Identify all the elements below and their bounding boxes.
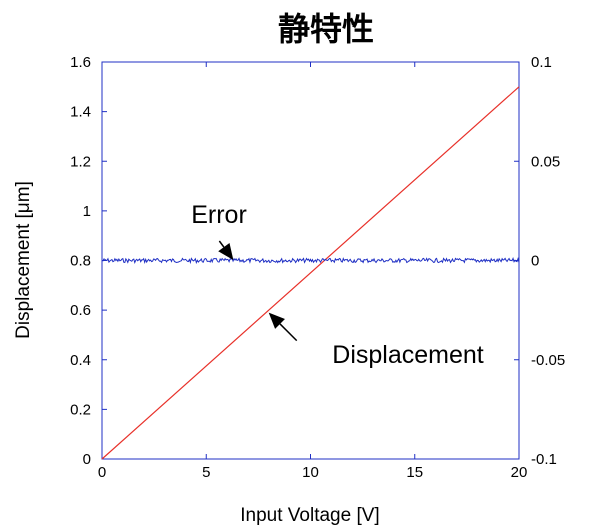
x-tick-label: 5 xyxy=(202,464,210,481)
x-tick-label: 10 xyxy=(302,464,319,481)
x-axis-label: Input Voltage [V] xyxy=(240,505,379,526)
y2-tick-label: -0.05 xyxy=(531,352,565,369)
y-tick-label: 1 xyxy=(83,203,91,220)
chart-title: 静特性 xyxy=(278,10,374,48)
x-tick-label: 20 xyxy=(511,464,528,481)
y-tick-label: 0.4 xyxy=(70,352,91,369)
y-tick-label: 0 xyxy=(83,451,91,468)
displacement-annotation-label: Displacement xyxy=(332,341,484,369)
x-tick-label: 0 xyxy=(98,464,106,481)
y2-tick-label: -0.1 xyxy=(531,451,557,468)
y-tick-label: 1.6 xyxy=(70,54,91,71)
y2-tick-label: 0.1 xyxy=(531,54,552,71)
error-arrow-head xyxy=(218,242,234,261)
y2-tick-label: 0 xyxy=(531,253,539,270)
y-axis-label: Displacement [μm] xyxy=(13,181,34,339)
y-tick-label: 1.4 xyxy=(70,104,91,121)
y-tick-label: 1.2 xyxy=(70,153,91,170)
y-tick-label: 0.8 xyxy=(70,253,91,270)
error-arrow-shaft xyxy=(218,240,225,248)
series-layer xyxy=(101,86,520,460)
annotations: Error Displacement xyxy=(191,201,484,369)
left-y-axis-ticks: 0 0.2 0.4 0.6 0.8 1 1.2 1.4 1.6 xyxy=(70,54,107,468)
series-line-displacement xyxy=(101,86,520,460)
y-tick-label: 0.2 xyxy=(70,401,91,418)
error-annotation-label: Error xyxy=(191,201,247,229)
right-y-axis-ticks: -0.1 -0.05 0 0.05 0.1 xyxy=(514,54,565,468)
y-tick-label: 0.6 xyxy=(70,302,91,319)
y2-tick-label: 0.05 xyxy=(531,153,560,170)
x-tick-label: 15 xyxy=(406,464,423,481)
displacement-arrow-head xyxy=(268,312,285,329)
series-line-error xyxy=(101,257,520,265)
x-axis-ticks: 0 5 10 15 20 xyxy=(98,62,528,481)
displacement-arrow-shaft xyxy=(279,323,298,342)
